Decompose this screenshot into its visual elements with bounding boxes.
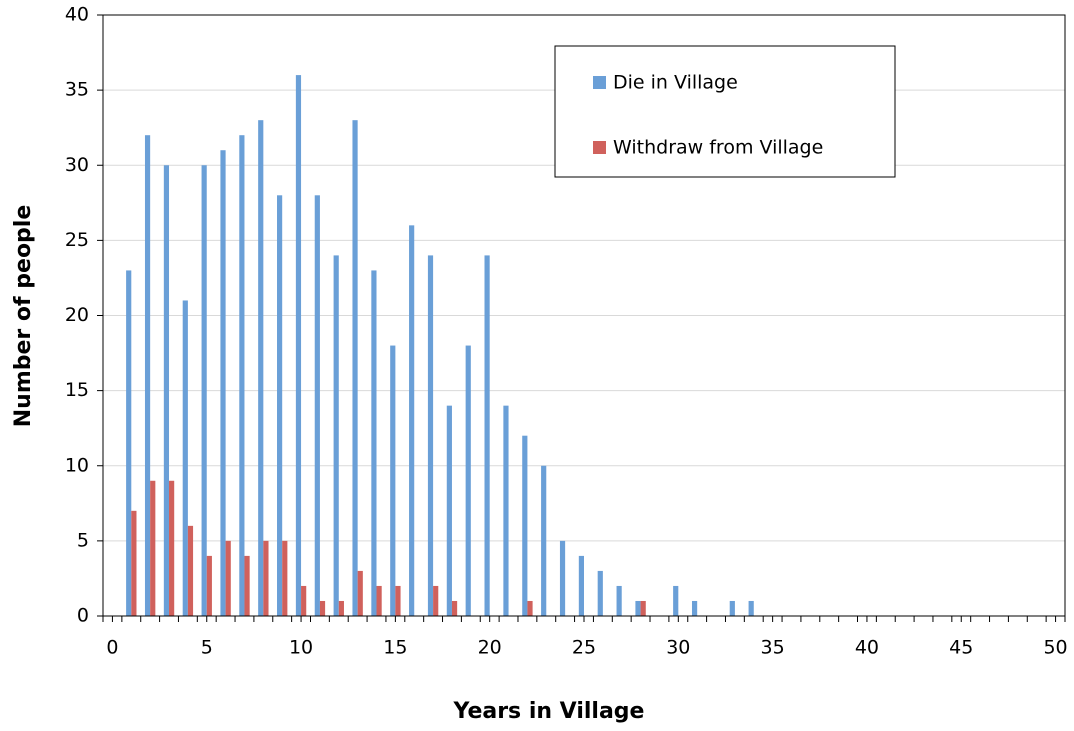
bar <box>541 465 547 616</box>
bar <box>640 600 646 616</box>
bar <box>144 135 151 616</box>
x-tick-label: 0 <box>106 637 118 659</box>
bar <box>314 195 320 617</box>
y-tick-label: 5 <box>77 529 89 551</box>
legend-swatch <box>593 141 606 154</box>
y-tick-label: 40 <box>65 4 89 26</box>
y-axis-title: Number of people <box>11 205 36 428</box>
bar <box>522 435 528 616</box>
legend-label: Withdraw from Village <box>613 137 823 159</box>
y-tick-label: 15 <box>65 379 89 401</box>
bar <box>691 600 698 616</box>
bar <box>150 480 156 616</box>
bar <box>225 540 231 616</box>
bar <box>559 540 566 616</box>
bar <box>390 345 396 616</box>
bar <box>277 195 283 617</box>
bar <box>465 345 471 616</box>
bar <box>597 570 603 616</box>
bar <box>333 255 339 616</box>
bar <box>451 600 458 616</box>
legend-swatch <box>593 76 606 89</box>
bar <box>748 600 754 616</box>
y-tick-label: 10 <box>65 454 89 476</box>
bar <box>338 600 344 616</box>
bar <box>239 135 245 616</box>
bar <box>616 585 622 616</box>
y-tick-label: 0 <box>77 605 89 627</box>
x-axis-title: Years in Village <box>453 699 645 724</box>
y-tick-label: 35 <box>65 79 89 101</box>
bar <box>376 585 382 616</box>
bar <box>395 585 401 616</box>
bar <box>352 120 358 617</box>
bar <box>163 165 170 616</box>
bar <box>263 540 269 616</box>
bar <box>357 570 363 616</box>
y-tick-label: 30 <box>65 154 89 176</box>
bar <box>169 480 175 616</box>
bar <box>503 405 509 616</box>
bar <box>433 585 439 616</box>
bar <box>427 255 434 616</box>
bar <box>527 600 533 616</box>
bar <box>126 270 132 616</box>
x-tick-label: 50 <box>1043 637 1067 659</box>
legend-box <box>554 45 896 178</box>
y-tick-label: 20 <box>65 304 89 326</box>
bar <box>131 510 137 616</box>
bar <box>729 600 735 616</box>
bar <box>295 75 302 617</box>
bar <box>409 225 415 616</box>
bar <box>635 600 641 616</box>
bar <box>201 165 207 616</box>
x-tick-label: 5 <box>201 637 213 659</box>
bar <box>446 405 452 616</box>
x-tick-label: 30 <box>666 637 690 659</box>
x-tick-label: 25 <box>572 637 596 659</box>
bar <box>578 555 584 616</box>
bar <box>484 255 490 616</box>
bar <box>244 555 250 616</box>
bar <box>182 300 188 616</box>
bar <box>282 540 288 616</box>
x-tick-label: 45 <box>949 637 973 659</box>
bar <box>187 525 194 616</box>
bar <box>319 600 326 616</box>
x-tick-label: 10 <box>289 637 313 659</box>
x-tick-label: 15 <box>383 637 407 659</box>
bar <box>206 555 212 616</box>
y-tick-label: 25 <box>65 229 89 251</box>
bar <box>258 120 264 617</box>
bar <box>673 585 679 616</box>
bar <box>371 270 377 616</box>
bar <box>220 150 226 616</box>
plot-frame <box>102 14 1066 617</box>
legend-label: Die in Village <box>613 72 738 94</box>
x-tick-label: 20 <box>478 637 502 659</box>
bar <box>301 585 307 616</box>
x-tick-label: 35 <box>761 637 785 659</box>
x-tick-label: 40 <box>855 637 879 659</box>
